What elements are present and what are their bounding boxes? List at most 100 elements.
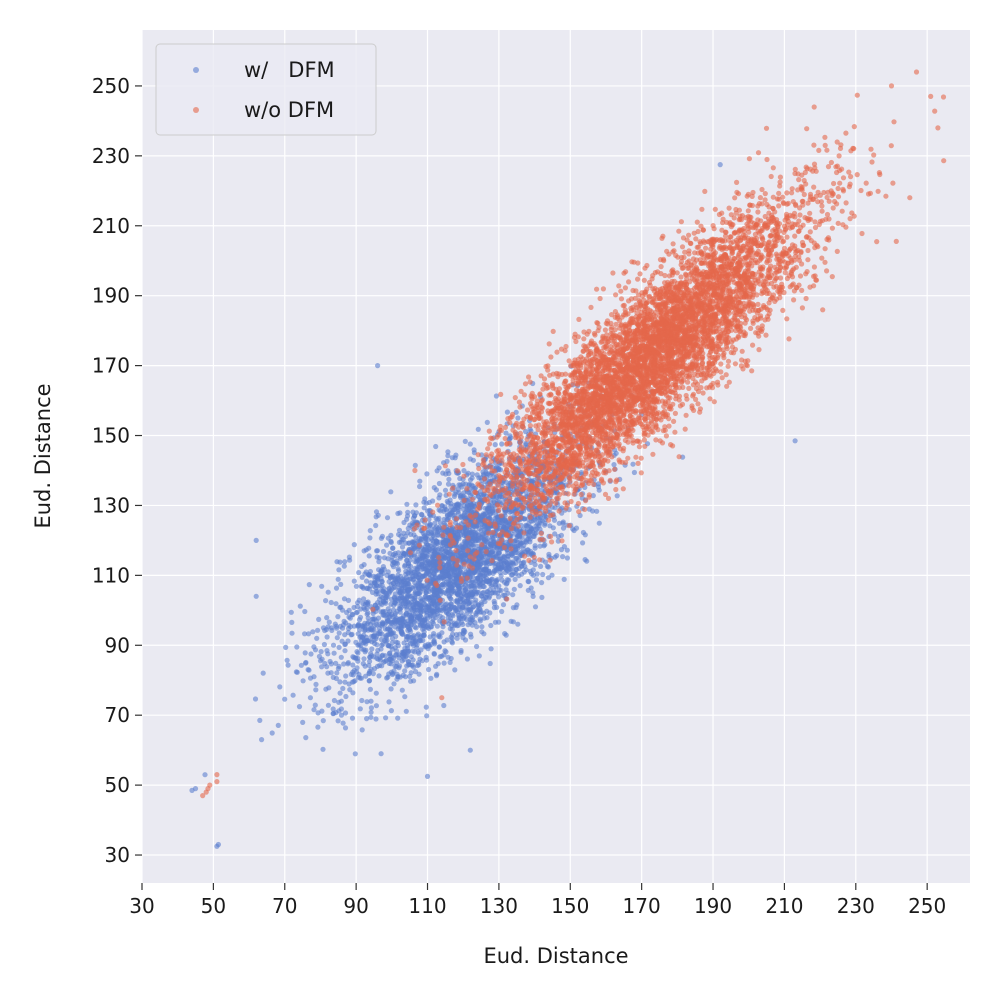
- scatter-point: [325, 651, 331, 657]
- scatter-point: [452, 491, 458, 497]
- scatter-point: [542, 559, 549, 565]
- scatter-point: [479, 542, 485, 548]
- scatter-point: [780, 307, 786, 313]
- scatter-point: [361, 562, 367, 568]
- scatter-point: [404, 501, 410, 507]
- scatter-point: [348, 632, 354, 638]
- scatter-point: [478, 548, 485, 554]
- scatter-point: [375, 363, 381, 369]
- scatter-point: [359, 727, 365, 733]
- scatter-point: [423, 644, 430, 650]
- scatter-point: [496, 619, 502, 625]
- scatter-point: [400, 649, 406, 655]
- scatter-point: [417, 478, 423, 484]
- scatter-point: [382, 590, 388, 596]
- scatter-point: [423, 541, 429, 547]
- scatter-point: [471, 536, 477, 542]
- scatter-point: [376, 621, 382, 627]
- scatter-point: [343, 693, 349, 700]
- scatter-point: [202, 772, 208, 778]
- scatter-point: [496, 550, 502, 556]
- scatter-point: [350, 662, 356, 668]
- scatter-point: [366, 545, 372, 551]
- scatter-point: [441, 660, 447, 666]
- scatter-point: [392, 611, 398, 617]
- scatter-point: [528, 526, 535, 532]
- scatter-point: [525, 578, 531, 585]
- scatter-point: [392, 624, 398, 630]
- scatter-point: [345, 597, 352, 604]
- scatter-point: [380, 599, 387, 605]
- scatter-point: [419, 597, 426, 603]
- scatter-point: [421, 562, 427, 568]
- scatter-point: [285, 662, 291, 668]
- scatter-point: [325, 589, 331, 595]
- scatter-point: [440, 604, 446, 610]
- scatter-point: [421, 583, 427, 589]
- scatter-point: [369, 653, 375, 659]
- scatter-point: [404, 557, 410, 564]
- scatter-point: [596, 487, 602, 493]
- scatter-point: [534, 525, 540, 531]
- scatter-point: [387, 656, 393, 662]
- scatter-point: [399, 544, 406, 550]
- scatter-point: [576, 509, 582, 515]
- scatter-point: [418, 604, 424, 610]
- scatter-point: [367, 686, 373, 692]
- scatter-point: [342, 632, 348, 638]
- scatter-point: [522, 553, 528, 559]
- scatter-point: [374, 554, 380, 560]
- scatter-point: [436, 480, 442, 487]
- scatter-point: [385, 556, 391, 562]
- scatter-point: [388, 686, 394, 692]
- scatter-point: [375, 591, 381, 597]
- scatter-point: [441, 541, 447, 547]
- scatter-point: [488, 646, 494, 652]
- scatter-point: [378, 535, 384, 541]
- scatter-point: [368, 705, 374, 711]
- scatter-point: [351, 578, 357, 584]
- scatter-point: [463, 540, 469, 546]
- scatter-point: [406, 540, 412, 546]
- scatter-point: [406, 648, 412, 654]
- grid-lines: [141, 30, 970, 883]
- scatter-point: [653, 437, 659, 443]
- scatter-point: [526, 374, 532, 380]
- scatter-point: [464, 656, 470, 662]
- scatter-point: [537, 520, 543, 526]
- scatter-point: [423, 536, 429, 542]
- scatter-point: [380, 548, 387, 555]
- scatter-point: [346, 625, 352, 632]
- scatter-point: [384, 542, 390, 548]
- scatter-point: [460, 627, 467, 634]
- scatter-point: [424, 773, 431, 780]
- scatter-point: [408, 635, 414, 641]
- scatter-point: [368, 714, 374, 720]
- scatter-point: [434, 604, 440, 610]
- scatter-point: [369, 589, 376, 596]
- scatter-point: [358, 638, 364, 644]
- scatter-point: [447, 659, 453, 666]
- scatter-point: [392, 575, 398, 581]
- scatter-point: [376, 559, 382, 565]
- scatter-point: [355, 631, 361, 637]
- scatter-point: [321, 641, 327, 648]
- scatter-point: [290, 692, 296, 698]
- scatter-point: [419, 512, 425, 518]
- scatter-point: [453, 577, 459, 584]
- scatter-point: [443, 471, 449, 477]
- scatter-point: [316, 616, 322, 623]
- scatter-point: [259, 737, 265, 743]
- scatter-point: [819, 208, 825, 214]
- scatter-point: [411, 532, 417, 538]
- scatter-point: [462, 438, 468, 444]
- scatter-point: [614, 493, 620, 499]
- scatter-point: [532, 604, 539, 610]
- scatter-point: [365, 585, 371, 592]
- scatter-point: [641, 277, 647, 283]
- scatter-point: [307, 695, 313, 701]
- scatter-point: [384, 515, 391, 521]
- scatter-point: [616, 441, 622, 447]
- scatter-point: [373, 514, 379, 520]
- scatter-point: [497, 467, 504, 473]
